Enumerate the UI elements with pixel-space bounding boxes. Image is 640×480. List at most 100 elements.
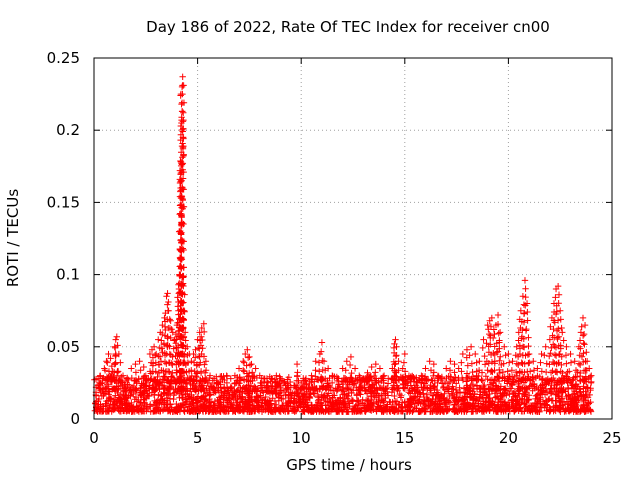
data-point: [312, 367, 319, 374]
background-point: [536, 396, 543, 403]
background-point: [186, 388, 194, 395]
data-point: [180, 264, 187, 271]
data-point: [112, 336, 119, 343]
background-point: [363, 390, 371, 397]
background-point: [343, 392, 350, 400]
data-point: [507, 385, 515, 392]
data-point: [179, 118, 187, 125]
data-point: [141, 386, 149, 394]
data-point: [418, 372, 425, 379]
data-point: [135, 376, 142, 383]
background-point: [450, 394, 457, 402]
background-point: [229, 405, 236, 412]
x-tick-label: 25: [602, 429, 621, 447]
background-point: [536, 407, 543, 414]
data-point: [180, 342, 187, 349]
data-point: [178, 177, 185, 184]
data-point: [463, 346, 471, 353]
data-point: [320, 358, 328, 365]
data-point: [128, 374, 136, 382]
data-point: [579, 332, 587, 339]
data-point: [197, 368, 205, 375]
data-point: [395, 376, 402, 383]
background-point: [306, 384, 313, 391]
background-point: [458, 404, 465, 412]
background-point: [527, 382, 535, 389]
data-point: [294, 369, 301, 376]
data-point: [496, 369, 504, 377]
data-point: [424, 376, 432, 383]
background-point: [366, 401, 374, 408]
background-point: [582, 407, 590, 415]
background-point: [468, 402, 476, 409]
data-point: [180, 307, 188, 314]
data-point: [174, 294, 181, 301]
data-point: [574, 368, 581, 376]
background-point: [331, 392, 338, 399]
background-point: [348, 389, 355, 397]
background-point: [368, 402, 375, 410]
background-point: [289, 403, 297, 410]
background-point: [255, 393, 262, 400]
background-point: [255, 398, 262, 406]
data-point: [149, 368, 157, 376]
background-point: [409, 408, 416, 415]
data-point: [169, 353, 176, 360]
data-point: [426, 358, 433, 365]
data-point: [380, 386, 387, 394]
data-point: [243, 362, 250, 369]
background-point: [211, 398, 219, 405]
data-point: [446, 367, 454, 374]
data-point: [443, 374, 450, 382]
data-point: [578, 323, 585, 330]
data-point: [524, 308, 531, 316]
data-point: [522, 293, 529, 301]
data-point: [115, 376, 123, 384]
data-point: [455, 365, 462, 372]
background-point: [479, 404, 486, 411]
data-point: [223, 372, 230, 379]
background-point: [217, 395, 224, 403]
data-point: [107, 355, 114, 362]
y-tick-label: 0: [70, 410, 80, 428]
data-point: [491, 343, 498, 350]
data-point: [150, 343, 158, 350]
background-point: [287, 378, 294, 386]
data-point: [235, 365, 243, 372]
background-point: [405, 404, 413, 411]
background-point: [346, 400, 353, 407]
data-point: [560, 377, 567, 385]
data-point: [293, 360, 301, 368]
background-point: [420, 393, 428, 401]
background-point: [483, 390, 491, 398]
background-point: [407, 396, 414, 403]
data-point: [178, 168, 185, 176]
data-point: [157, 358, 165, 365]
background-point: [291, 392, 298, 399]
data-point: [114, 368, 122, 375]
data-point: [525, 334, 532, 341]
data-point: [97, 372, 104, 379]
data-point: [521, 369, 528, 376]
data-point: [293, 377, 301, 384]
background-point: [221, 407, 228, 415]
data-point: [404, 379, 411, 387]
data-point: [163, 293, 170, 300]
background-point: [262, 406, 269, 414]
data-point: [376, 365, 384, 372]
background-point: [464, 404, 471, 411]
data-point: [488, 314, 496, 322]
data-point: [177, 169, 185, 177]
data-point: [188, 367, 195, 374]
background-point: [454, 397, 462, 405]
data-point: [467, 343, 475, 350]
data-point: [201, 361, 208, 368]
data-point: [549, 358, 557, 366]
data-point: [136, 358, 143, 365]
background-point: [478, 405, 486, 412]
background-point: [324, 406, 332, 414]
background-point: [460, 408, 468, 415]
data-point: [472, 350, 479, 358]
data-point: [231, 386, 238, 394]
